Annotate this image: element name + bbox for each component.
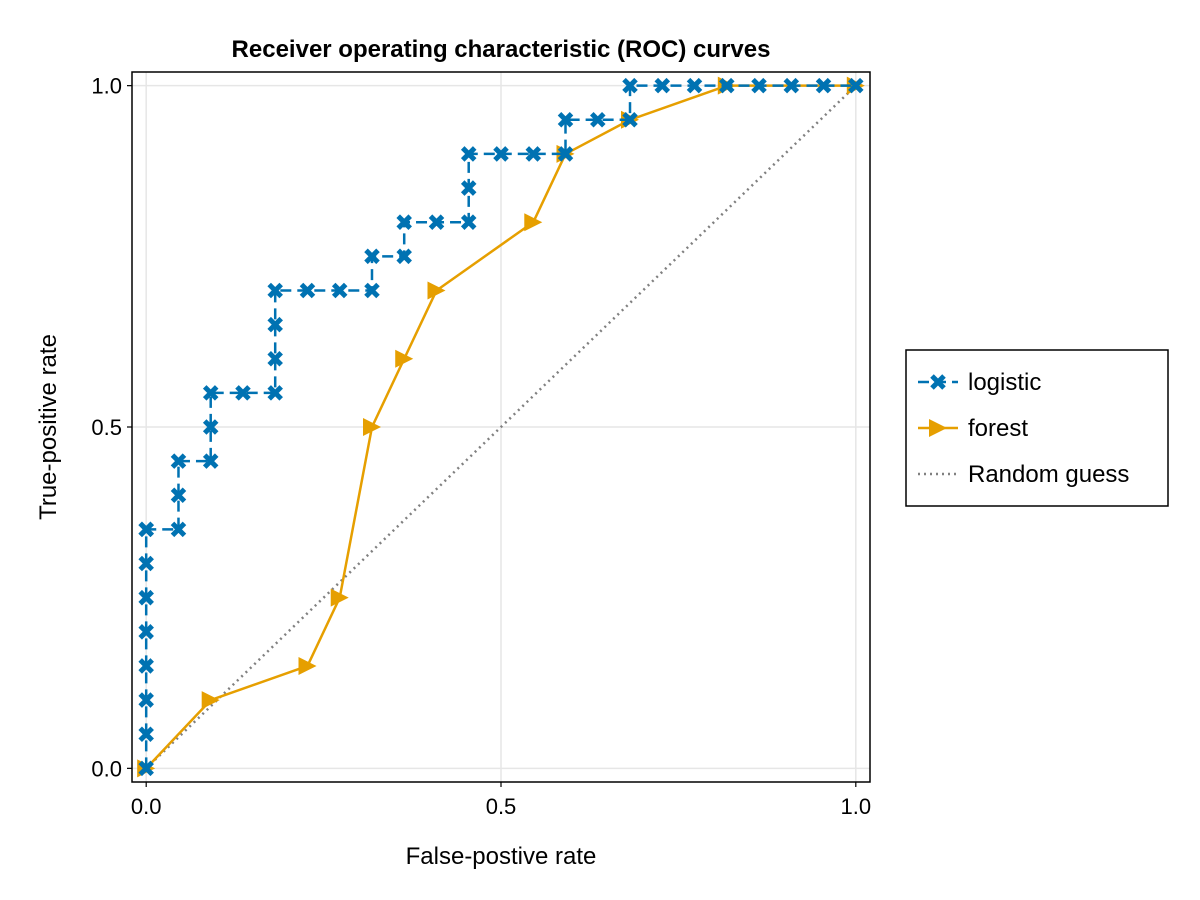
logistic-point bbox=[590, 112, 606, 128]
logistic-point bbox=[364, 248, 380, 265]
y-tick-label: 0.0 bbox=[91, 756, 122, 781]
x-tick-label: 0.5 bbox=[486, 794, 517, 819]
logistic-point bbox=[202, 385, 219, 401]
chart-title: Receiver operating characteristic (ROC) … bbox=[232, 36, 771, 63]
logistic-point bbox=[138, 692, 154, 708]
logistic-point bbox=[170, 487, 187, 504]
y-tick-label: 1.0 bbox=[91, 74, 122, 99]
legend-label-forest: forest bbox=[968, 415, 1028, 442]
legend: logistic forest Random guess bbox=[905, 349, 1169, 507]
logistic-point bbox=[622, 112, 638, 128]
logistic-point bbox=[557, 112, 574, 128]
logistic-point bbox=[783, 77, 800, 94]
logistic-point bbox=[138, 760, 154, 777]
logistic-point bbox=[235, 385, 251, 401]
logistic-point bbox=[331, 282, 348, 299]
logistic-point bbox=[428, 214, 445, 230]
logistic-point bbox=[202, 453, 219, 469]
logistic-point bbox=[138, 624, 154, 640]
logistic-point bbox=[267, 316, 283, 333]
legend-entry-logistic: logistic bbox=[918, 369, 1041, 396]
logistic-point bbox=[299, 282, 316, 299]
logistic-point bbox=[267, 350, 283, 367]
series-layer bbox=[137, 76, 865, 778]
logistic-point bbox=[460, 146, 477, 162]
logistic-point bbox=[267, 282, 283, 299]
forest-point bbox=[395, 349, 414, 368]
logistic-point bbox=[396, 248, 412, 265]
x-tick-label: 1.0 bbox=[841, 794, 872, 819]
forest-point bbox=[524, 213, 543, 232]
forest-point bbox=[298, 656, 317, 675]
random-guess-line bbox=[145, 84, 857, 770]
legend-entry-forest: forest bbox=[918, 415, 1028, 442]
logistic-point bbox=[719, 77, 735, 94]
legend-label-logistic: logistic bbox=[968, 369, 1041, 396]
logistic-point bbox=[686, 77, 703, 94]
forest-point bbox=[362, 418, 381, 436]
x-axis-label: False-postive rate bbox=[406, 843, 597, 870]
axis-ticks: 0.0 0.5 1.0 0.0 0.5 1.0 bbox=[91, 74, 871, 819]
logistic-point bbox=[557, 146, 574, 162]
x-tick-label: 0.0 bbox=[131, 794, 162, 819]
logistic-point bbox=[815, 77, 832, 94]
legend-label-random-guess: Random guess bbox=[968, 461, 1129, 488]
forest-line bbox=[145, 84, 856, 770]
logistic-point bbox=[364, 282, 380, 299]
logistic-point bbox=[170, 453, 187, 469]
legend-entry-random-guess: Random guess bbox=[918, 461, 1129, 488]
logistic-point bbox=[202, 419, 219, 435]
forest-point bbox=[201, 691, 220, 710]
logistic-point bbox=[267, 385, 283, 401]
legend-marker-forest bbox=[929, 419, 947, 437]
legend-marker-logistic bbox=[930, 374, 946, 390]
logistic-point bbox=[138, 726, 154, 742]
logistic-point bbox=[138, 589, 154, 606]
forest-point bbox=[330, 588, 349, 607]
logistic-point bbox=[138, 521, 154, 538]
logistic-point bbox=[848, 77, 864, 94]
logistic-point bbox=[525, 146, 542, 162]
logistic-point bbox=[654, 77, 671, 94]
logistic-point bbox=[460, 214, 477, 230]
logistic-point bbox=[138, 555, 154, 572]
logistic-point bbox=[622, 77, 638, 94]
logistic-point bbox=[138, 658, 154, 674]
logistic-point bbox=[493, 146, 509, 162]
y-axis-label: True-positive rate bbox=[35, 334, 62, 520]
logistic-point bbox=[751, 77, 767, 94]
logistic-point bbox=[460, 180, 477, 196]
logistic-point bbox=[170, 521, 187, 538]
y-tick-label: 0.5 bbox=[91, 415, 122, 440]
logistic-point bbox=[396, 214, 412, 230]
forest-point bbox=[427, 281, 446, 300]
